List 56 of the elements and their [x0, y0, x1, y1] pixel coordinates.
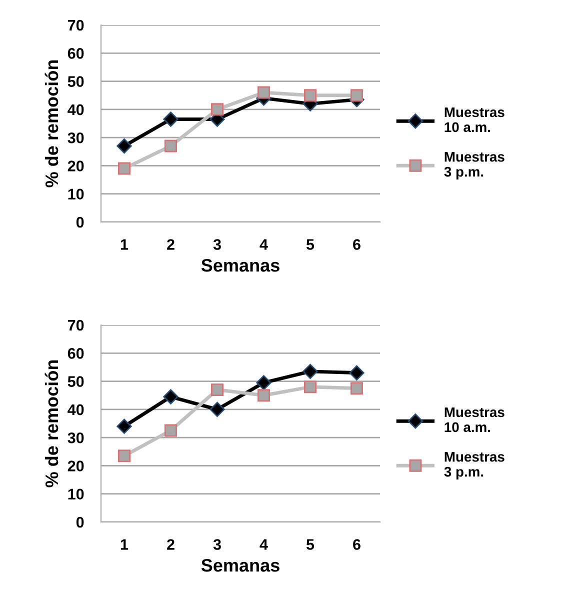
y-tick-label: 70 — [68, 320, 84, 331]
y-tick-label: 30 — [68, 432, 84, 444]
point — [164, 424, 177, 437]
legend-label: Muestras 3 p.m. — [444, 152, 504, 180]
y-tick-label: 20 — [68, 160, 84, 172]
point — [350, 382, 363, 395]
x-tick-label: 3 — [213, 239, 221, 250]
point — [163, 112, 178, 127]
point — [302, 364, 318, 380]
x-axis-title: Semanas — [201, 558, 280, 572]
point — [256, 375, 272, 390]
x-tick-label: 5 — [306, 539, 314, 550]
point — [258, 86, 270, 99]
point — [118, 450, 130, 462]
point — [211, 103, 224, 116]
point — [163, 389, 178, 404]
point — [304, 380, 316, 394]
point — [118, 162, 130, 175]
x-tick-label: 5 — [306, 239, 314, 250]
x-tick-label: 1 — [120, 239, 128, 250]
y-tick-label: 60 — [68, 348, 84, 359]
point — [349, 365, 364, 380]
x-tick-label: 3 — [213, 539, 221, 550]
x-tick-label: 2 — [167, 539, 174, 550]
y-axis-title: % de remoción — [44, 360, 58, 488]
point — [210, 402, 225, 417]
point — [116, 418, 132, 434]
x-tick-label: 4 — [260, 539, 268, 550]
legend-label: Muestras 3 p.m. — [444, 452, 504, 480]
y-tick-label: 0 — [76, 216, 84, 228]
point — [164, 140, 177, 152]
y-axis-title: % de remoción — [44, 60, 58, 188]
y-tick-label: 50 — [68, 376, 84, 387]
y-tick-label: 40 — [68, 104, 84, 116]
x-tick-label: 6 — [353, 539, 360, 550]
y-tick-label: 60 — [68, 48, 84, 59]
point — [116, 138, 132, 154]
x-tick-label: 6 — [353, 239, 360, 250]
y-tick-label: 20 — [68, 460, 84, 472]
y-tick-label: 40 — [68, 404, 84, 416]
x-tick-label: 2 — [167, 239, 174, 250]
point — [211, 383, 224, 396]
point — [350, 89, 363, 102]
x-tick-label: 1 — [120, 539, 128, 550]
y-tick-label: 0 — [76, 516, 84, 528]
y-tick-label: 10 — [68, 488, 84, 500]
legend-label: Muestras 10 a.m. — [444, 407, 504, 432]
y-tick-label: 10 — [68, 188, 84, 200]
x-axis-title: Semanas — [201, 258, 280, 272]
y-tick-label: 50 — [68, 76, 84, 87]
point — [258, 389, 270, 402]
x-tick-label: 4 — [260, 239, 268, 250]
y-tick-label: 30 — [68, 132, 84, 144]
y-tick-label: 70 — [68, 20, 84, 31]
point — [304, 89, 316, 102]
legend-label: Muestras 10 a.m. — [444, 107, 504, 132]
